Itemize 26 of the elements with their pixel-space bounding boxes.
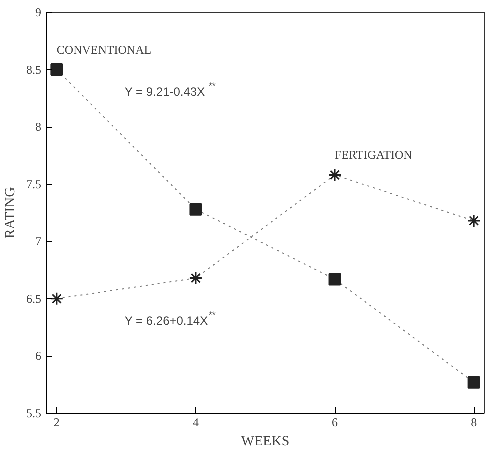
point <box>328 273 342 286</box>
y-tick-label: 8 <box>36 120 42 134</box>
series-label: CONVENTIONAL <box>56 42 152 57</box>
point <box>328 168 342 182</box>
annotation: Y = 9.21-0.43X** <box>124 80 216 99</box>
x-tick-label: 8 <box>471 416 478 430</box>
x-axis-title: WEEKS <box>241 434 290 450</box>
point <box>189 272 203 286</box>
x-tick-label: 2 <box>54 416 60 430</box>
point <box>467 214 481 228</box>
y-tick-label: 9 <box>36 6 42 20</box>
y-tick-label: 7.5 <box>26 177 42 192</box>
y-tick-label: 7 <box>36 234 42 249</box>
y-axis-title: RATING <box>4 187 18 239</box>
point <box>50 292 64 306</box>
point <box>468 376 480 389</box>
x-tick-label: 6 <box>332 416 338 430</box>
y-tick-label: 6 <box>36 349 42 364</box>
x-tick-label: 4 <box>192 416 199 430</box>
series-label: FERTIGATION <box>335 148 413 162</box>
annotation: Y = 6.26+0.14X** <box>124 310 216 328</box>
point <box>190 203 202 216</box>
y-tick-label: 8.5 <box>26 62 42 77</box>
y-tick-label: 5.5 <box>26 406 42 420</box>
point <box>50 64 64 76</box>
y-tick-label: 6.5 <box>26 292 42 306</box>
